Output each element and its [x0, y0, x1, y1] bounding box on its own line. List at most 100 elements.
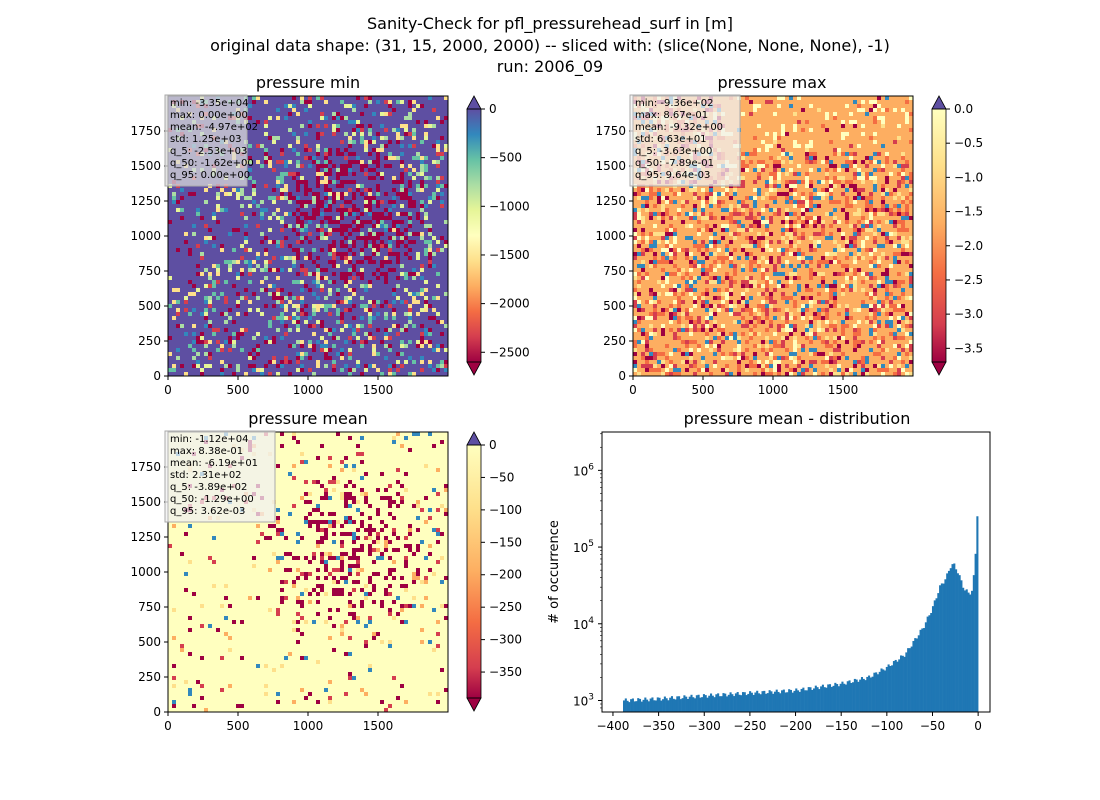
histogram-bar [638, 698, 642, 712]
y-tick-label: 104 [573, 616, 594, 632]
panel-pressure-max: pressure max 0 500 1000 1500 0 250 500 750 1000 1… [595, 73, 983, 397]
histogram-bar [788, 689, 791, 712]
histogram-bar [821, 684, 824, 712]
histogram-bar [905, 652, 908, 712]
histogram-bar [669, 697, 672, 712]
histogram-bar [903, 656, 906, 712]
histogram-bar [789, 689, 792, 712]
histogram-bar [756, 690, 759, 712]
histogram-bar [887, 664, 890, 712]
histogram-bar [630, 699, 633, 712]
stats-line: mean: -4.97e+02 [170, 122, 258, 133]
y-tick-label: 1750 [595, 124, 626, 138]
x-tick-label: 500 [227, 719, 250, 733]
histogram-bar [807, 687, 810, 712]
histogram-bar [805, 690, 808, 712]
histogram-bar [781, 690, 784, 712]
colorbar-tick-label: −3.5 [954, 341, 983, 355]
colorbar-tick-label: −2500 [489, 345, 530, 359]
histogram-bar [667, 700, 670, 712]
histogram-bar [848, 680, 851, 712]
colorbar-tick-label: 0.0 [954, 102, 973, 116]
histogram-bar [967, 592, 970, 712]
histogram-bar [642, 699, 645, 712]
stats-box: min: -9.36e+02 max: 8.67e-01 mean: -9.32… [629, 94, 741, 187]
y-tick-label: 0 [153, 369, 161, 383]
colorbar-tick-label: −1000 [489, 199, 530, 213]
stats-line: max: 8.67e-01 [635, 110, 708, 121]
histogram-bar [926, 616, 929, 712]
histogram-bar [949, 568, 952, 712]
histogram-bar [876, 674, 879, 712]
histogram-bar [678, 696, 681, 712]
colorbar-tick-label: −1500 [489, 248, 530, 262]
histogram-bar [747, 693, 750, 712]
histogram-bar [800, 688, 803, 712]
x-tick-label: 0 [629, 383, 637, 397]
panel-title: pressure min [256, 73, 360, 92]
histogram-bar [622, 700, 626, 712]
histogram-bar [839, 683, 842, 712]
histogram-bar [715, 694, 718, 712]
histogram-bar [955, 569, 958, 712]
suptitle-line-3: run: 2006_09 [497, 57, 603, 77]
histogram-bar [653, 700, 656, 712]
histogram-bar [761, 691, 764, 712]
histogram-bar [891, 665, 894, 712]
x-tick-label: −200 [779, 719, 812, 733]
histogram-bar [724, 693, 727, 712]
histogram-bar [784, 692, 787, 712]
histogram-bar [690, 694, 693, 712]
histogram-bar [779, 693, 782, 712]
histogram-bar [921, 628, 924, 712]
stats-line: min: -3.35e+04 [170, 98, 249, 109]
colorbar-tick-label: −300 [489, 633, 522, 647]
histogram-bar [626, 700, 629, 712]
histogram-bar [674, 699, 677, 712]
y-tick-label: 1000 [595, 229, 626, 243]
histogram-bar [939, 585, 942, 712]
histogram-bar [898, 659, 901, 712]
y-tick-label: 1750 [130, 460, 161, 474]
histogram-bar [734, 693, 737, 712]
histogram-bar [663, 696, 666, 712]
colorbar-tick-label: −150 [489, 535, 522, 549]
histogram-bar [711, 695, 714, 712]
histogram-bar [846, 681, 849, 712]
histogram-bar [889, 665, 892, 712]
histogram-bar [741, 692, 745, 712]
histogram-bar [697, 694, 700, 712]
panel-title: pressure mean - distribution [684, 409, 911, 428]
histogram-bar [717, 693, 720, 712]
histogram-bar [864, 680, 867, 712]
histogram-bar [933, 600, 936, 712]
histogram-bar [963, 590, 967, 712]
histogram-bar [882, 669, 885, 712]
histogram-bar [798, 691, 801, 712]
histogram-bar [928, 615, 931, 712]
colorbar-tick-label: −3.0 [954, 307, 983, 321]
histogram-bar [944, 579, 947, 712]
histogram-bar [823, 687, 826, 712]
histogram-bar [972, 575, 975, 712]
heatmap-image [168, 432, 448, 712]
histogram-bar [844, 684, 848, 712]
histogram-bar [660, 700, 663, 712]
y-axis-label: # of occurrence [547, 520, 562, 624]
histogram-bar [704, 695, 707, 712]
histogram-bar [852, 682, 855, 712]
x-tick-label: −350 [642, 719, 675, 733]
histogram-bar [725, 696, 729, 712]
histogram-bar [702, 694, 705, 712]
histogram-bar [860, 677, 864, 712]
x-tick-label: −250 [733, 719, 766, 733]
histogram-bar [649, 698, 652, 712]
histogram-bar [718, 696, 721, 712]
histogram-bar [706, 697, 709, 712]
stats-box: min: -3.35e+04 max: 0.00e+00 mean: -4.97… [164, 94, 258, 187]
histogram-bar [773, 691, 777, 712]
stats-line: max: 0.00e+00 [170, 110, 248, 121]
colorbar-extend-top [466, 431, 482, 446]
panel-title: pressure max [717, 73, 826, 92]
histogram-bar [946, 573, 949, 712]
